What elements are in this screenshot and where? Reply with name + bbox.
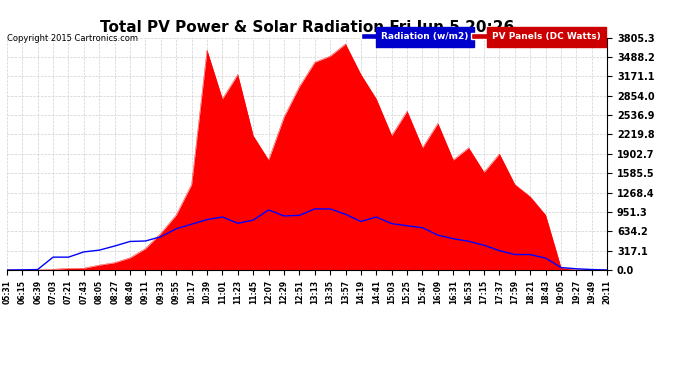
- Text: Copyright 2015 Cartronics.com: Copyright 2015 Cartronics.com: [7, 34, 138, 43]
- Title: Total PV Power & Solar Radiation Fri Jun 5 20:26: Total PV Power & Solar Radiation Fri Jun…: [100, 20, 514, 35]
- Legend: Radiation (w/m2), PV Panels (DC Watts): Radiation (w/m2), PV Panels (DC Watts): [359, 30, 602, 43]
